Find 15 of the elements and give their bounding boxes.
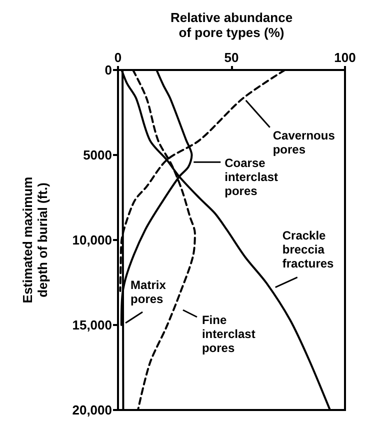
x-tick-label: 50 bbox=[224, 50, 239, 65]
annotation: Crackle breccia fractures bbox=[282, 228, 334, 270]
x-axis-title: Relative abundance of pore types (%) bbox=[170, 10, 293, 40]
y-tick-label: 20,000 bbox=[72, 402, 112, 418]
y-axis-title: Estimated maximum depth of burial (ft.) bbox=[20, 176, 50, 304]
annotation: Coarse interclast pores bbox=[224, 156, 278, 198]
y-tick-label: 15,000 bbox=[72, 318, 112, 332]
y-tick-label: 5000 bbox=[83, 148, 112, 162]
annotation: Matrix pores bbox=[130, 278, 166, 306]
y-tick-label: 10,000 bbox=[72, 232, 112, 248]
x-tick-label: 0 bbox=[114, 50, 122, 65]
annotation: Fine interclast pores bbox=[202, 313, 256, 355]
x-tick-label: 100 bbox=[334, 50, 356, 65]
annotation: Cavernous pores bbox=[272, 128, 336, 156]
y-tick-label: 0 bbox=[104, 62, 112, 78]
